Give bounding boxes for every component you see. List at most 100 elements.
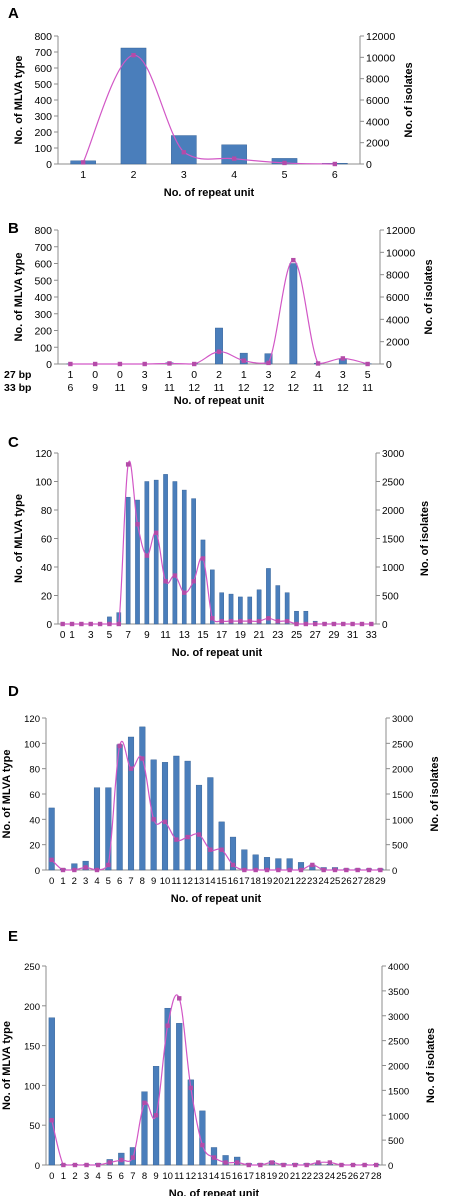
x-tick-label: 12 xyxy=(287,382,299,394)
x-tick-label: 12 xyxy=(182,876,193,887)
isolates-point xyxy=(135,522,140,527)
isolates-point xyxy=(246,1162,251,1168)
panel-a: A 0 100 200 300 400 500 600 700 800 0 2000 4000 6000 8… xyxy=(0,0,454,212)
x-tick-label: 8 xyxy=(140,876,145,887)
right-tick-label: 1500 xyxy=(392,790,413,801)
x-tick-label: 29 xyxy=(328,630,340,641)
right-tick-label: 0 xyxy=(366,159,372,171)
isolates-point xyxy=(172,573,178,578)
isolates-point xyxy=(331,621,337,627)
left-tick-label: 800 xyxy=(34,225,52,237)
right-tick-label: 3000 xyxy=(392,714,413,725)
left-tick-label: 0 xyxy=(46,359,52,371)
bar xyxy=(141,1091,148,1166)
x-tick-label: 21 xyxy=(254,630,266,641)
right-tick-label: 4000 xyxy=(388,962,409,973)
x-tick-label: 28 xyxy=(371,1171,382,1182)
isolates-point xyxy=(264,867,270,873)
bar xyxy=(238,596,243,625)
isolates-point xyxy=(210,616,215,621)
x-tick-label: 3 xyxy=(88,630,94,641)
isolates-point xyxy=(68,361,73,367)
right-tick-label: 12000 xyxy=(386,225,415,237)
bar xyxy=(184,760,191,871)
x-tick-label: 8 xyxy=(142,1171,147,1182)
isolates-point xyxy=(327,1160,333,1165)
x-tick-label: 26 xyxy=(348,1171,359,1182)
panel-letter: A xyxy=(8,5,19,22)
isolates-point xyxy=(106,862,111,868)
left-tick-label: 600 xyxy=(34,259,52,271)
isolates-point xyxy=(142,1100,147,1106)
bar xyxy=(256,589,262,625)
x-tick-label: 29 xyxy=(375,876,386,887)
x-tick-label: 2 xyxy=(72,1171,77,1182)
left-tick-label: 800 xyxy=(34,31,52,43)
x-tick-label: 15 xyxy=(197,630,209,641)
chart-b: B010020030040050060070080002000400060008… xyxy=(4,220,435,407)
left-axis-title: No. of MLVA type xyxy=(13,252,25,341)
x-tick-label: 16 xyxy=(232,1171,243,1182)
right-tick-label: 2500 xyxy=(382,478,405,489)
isolates-point xyxy=(238,618,243,624)
x-tick-label: 1 xyxy=(69,630,75,641)
x-tick-label: 11 xyxy=(114,382,125,394)
bar xyxy=(191,498,196,625)
left-tick-label: 200 xyxy=(34,326,52,338)
bar xyxy=(187,1079,194,1166)
isolates-point xyxy=(163,579,168,584)
isolates-point xyxy=(266,360,271,366)
bar xyxy=(120,47,147,165)
x-axis-title: No. of repeat unit xyxy=(164,187,255,199)
bar xyxy=(171,135,197,165)
isolates-point xyxy=(92,361,98,367)
x-tick-label: 15 xyxy=(220,1171,231,1182)
isolates-point xyxy=(142,361,147,367)
x-tick-label: 4 xyxy=(95,1171,100,1182)
isolates-point xyxy=(219,847,224,852)
x-tick-label: 9 xyxy=(144,630,150,641)
left-tick-label: 500 xyxy=(34,79,52,91)
isolates-point xyxy=(340,356,346,361)
bar xyxy=(275,585,281,625)
left-tick-label: 300 xyxy=(34,309,52,321)
x-tick-label: 26 xyxy=(341,876,352,887)
row-label: 33 bp xyxy=(4,382,31,394)
isolates-point xyxy=(80,160,86,165)
bar xyxy=(164,1007,171,1166)
isolates-point xyxy=(94,867,100,873)
isolates-point xyxy=(131,53,136,58)
x-tick-label: 11 xyxy=(160,630,171,641)
right-tick-label: 10000 xyxy=(386,247,415,259)
row-label: 27 bp xyxy=(4,369,31,381)
x-tick-label: 5 xyxy=(282,169,288,181)
panel-c: C 0 20 40 60 80 100 120 0 500 1000 1500 2000 2500 3000… xyxy=(0,424,454,672)
x-tick-label: 4 xyxy=(315,369,321,381)
x-tick-label: 20 xyxy=(273,876,284,887)
isolates-point xyxy=(359,621,365,627)
isolates-point xyxy=(79,621,84,627)
isolates-point xyxy=(88,621,93,627)
isolates-series-line xyxy=(62,460,372,625)
x-tick-label: 3 xyxy=(181,169,187,181)
right-tick-label: 12000 xyxy=(366,31,395,43)
x-tick-label: 7 xyxy=(125,630,131,641)
isolates-point xyxy=(191,579,196,584)
x-tick-label: 10 xyxy=(160,876,171,887)
chart-d: D020406080100120050010001500200025003000… xyxy=(1,683,441,905)
isolates-point xyxy=(242,867,247,873)
panel-letter: D xyxy=(8,683,19,700)
isolates-point xyxy=(294,621,299,627)
right-tick-label: 1500 xyxy=(382,535,405,546)
isolates-point xyxy=(174,837,179,842)
x-tick-label: 17 xyxy=(243,1171,254,1182)
bar xyxy=(135,499,140,625)
isolates-point xyxy=(107,621,112,627)
isolates-point xyxy=(128,766,134,771)
left-tick-label: 120 xyxy=(24,714,40,725)
isolates-point xyxy=(355,867,360,873)
x-tick-label: 0 xyxy=(191,369,197,381)
x-tick-label: 11 xyxy=(214,382,225,394)
isolates-point xyxy=(200,556,206,561)
isolates-point xyxy=(200,1142,205,1148)
